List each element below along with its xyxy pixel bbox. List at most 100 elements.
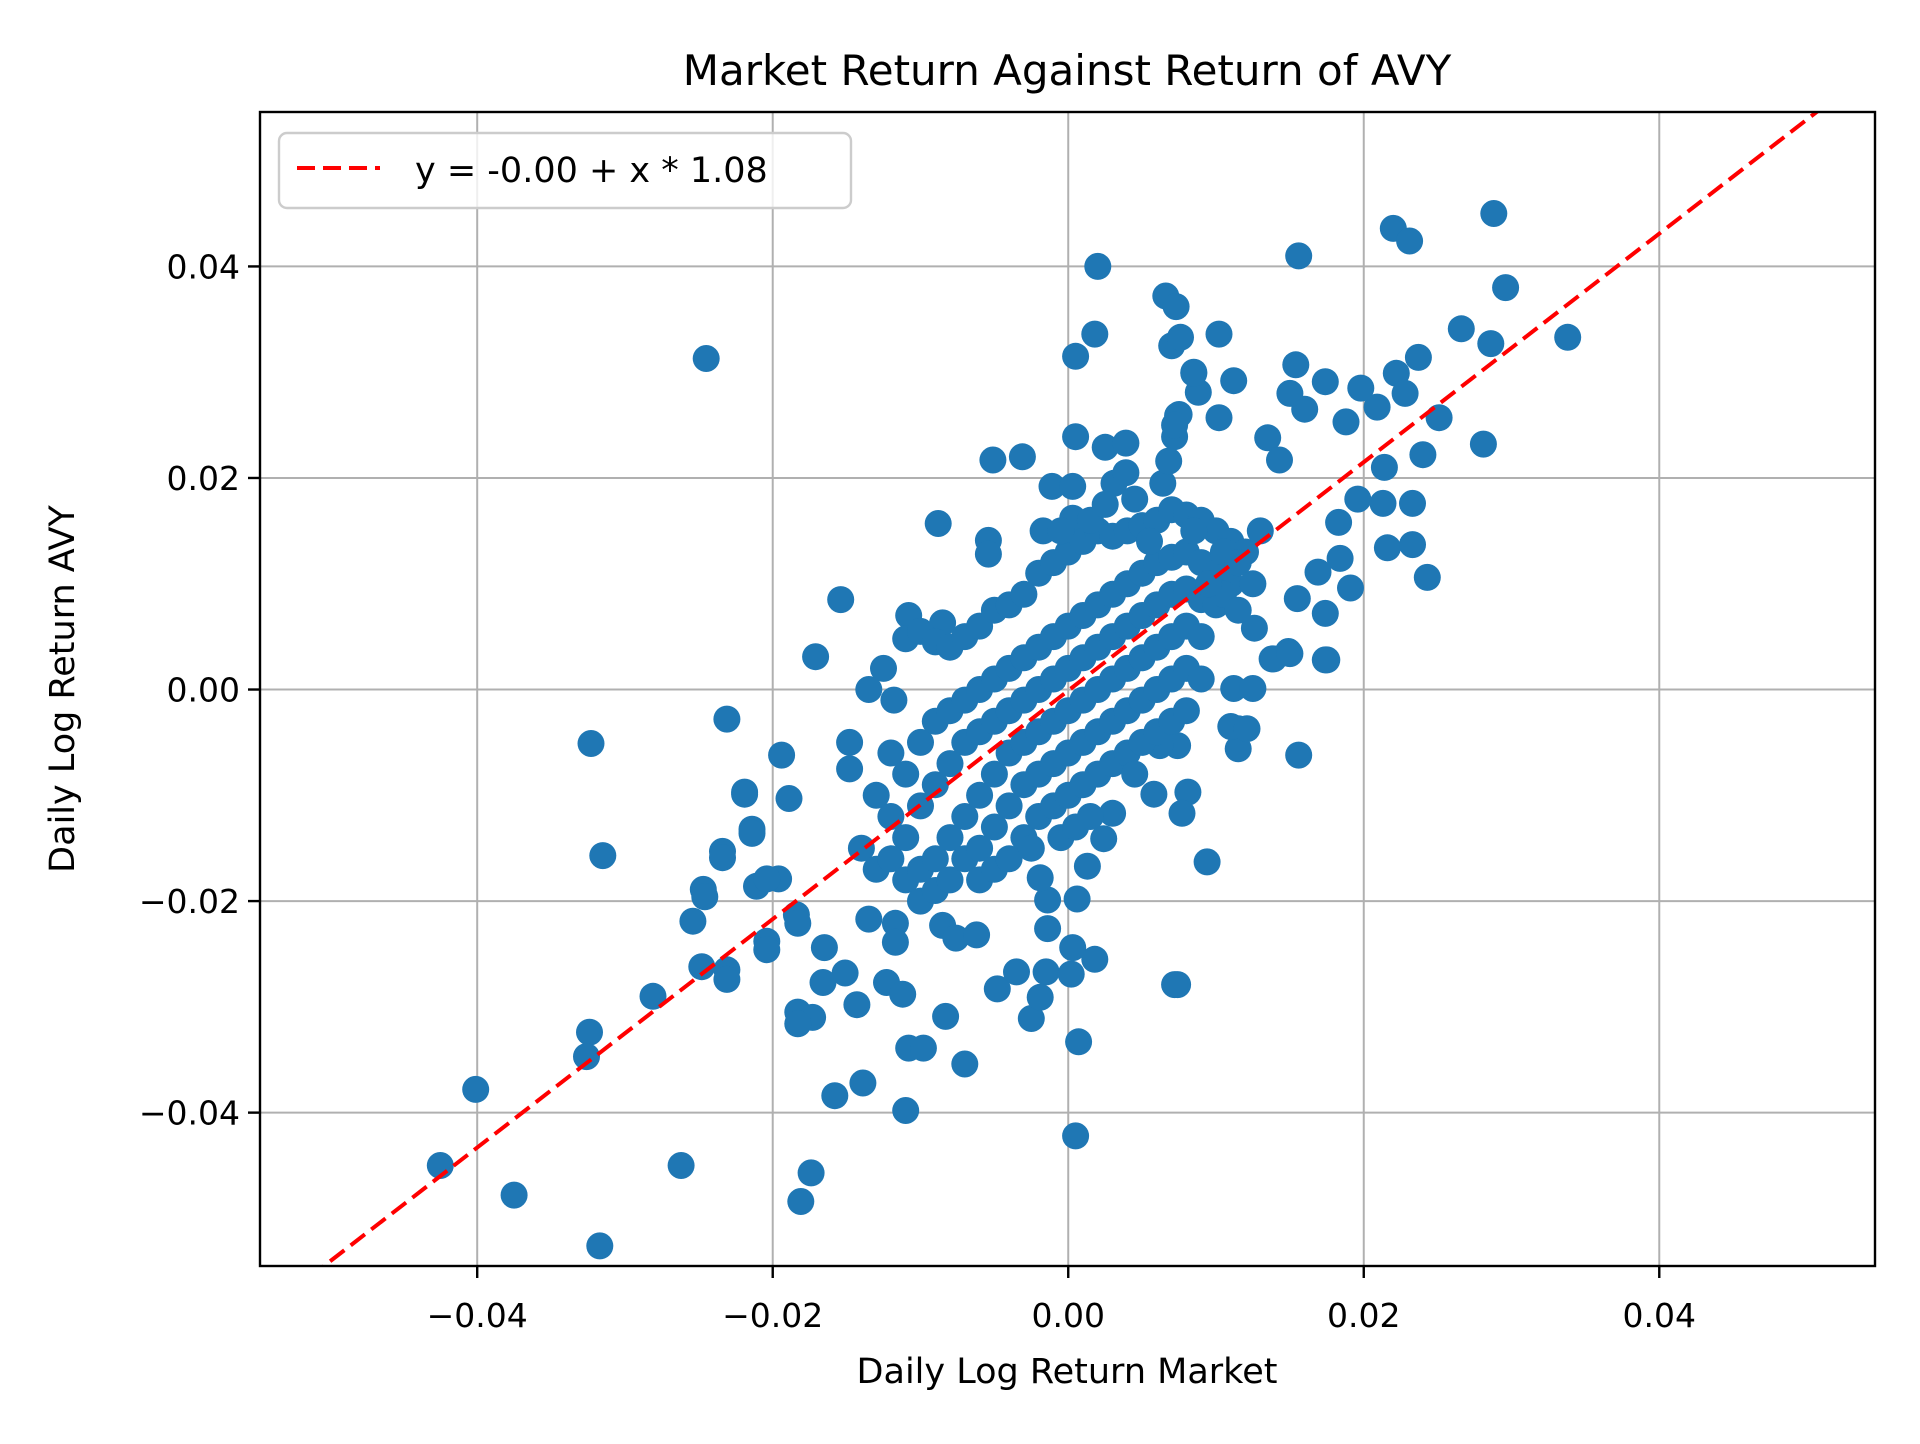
data-point: [1313, 646, 1341, 674]
data-point: [1447, 315, 1475, 343]
data-point: [907, 728, 934, 756]
data-point: [1073, 852, 1101, 880]
data-point: [843, 991, 871, 1019]
data-point: [1480, 200, 1508, 227]
data-point: [1304, 558, 1332, 586]
data-point: [1168, 799, 1196, 827]
data-point: [892, 1097, 920, 1124]
data-point: [855, 676, 883, 703]
y-axis-label: Daily Log Return AVY: [43, 505, 83, 873]
data-point: [963, 921, 991, 949]
data-point: [1399, 489, 1426, 517]
data-point: [1076, 803, 1104, 830]
data-point: [921, 771, 949, 799]
data-point: [462, 1075, 490, 1103]
data-point: [1057, 960, 1085, 988]
data-point: [1155, 447, 1183, 475]
data-point: [932, 1002, 960, 1030]
data-point: [1282, 351, 1310, 379]
data-point: [980, 760, 1008, 788]
data-point: [1017, 834, 1045, 862]
data-point: [1161, 971, 1189, 999]
data-point: [1391, 379, 1419, 407]
data-point: [1325, 508, 1353, 536]
data-point: [1099, 799, 1127, 827]
data-point: [1239, 570, 1267, 598]
data-point: [836, 728, 864, 756]
x-tick-label: −0.04: [427, 1296, 528, 1335]
data-point: [966, 834, 994, 862]
data-point: [1081, 945, 1109, 973]
data-point: [1162, 293, 1190, 321]
data-point: [1112, 459, 1140, 487]
data-point: [1413, 563, 1441, 591]
regression-dashed-line: [320, 112, 1820, 1266]
data-point: [1172, 697, 1200, 725]
data-point: [1059, 934, 1087, 962]
data-point: [784, 1010, 812, 1038]
data-point: [1239, 675, 1267, 702]
y-tick-label: −0.04: [139, 1094, 240, 1133]
data-point: [1008, 443, 1036, 471]
data-point: [877, 845, 905, 873]
data-point: [500, 1181, 528, 1209]
data-point: [1469, 430, 1497, 458]
data-point: [1266, 446, 1293, 474]
data-point: [1062, 423, 1090, 451]
data-point: [921, 845, 949, 873]
data-point: [909, 1034, 937, 1062]
data-point: [974, 540, 1002, 568]
data-point: [1187, 665, 1215, 693]
data-point: [731, 780, 759, 808]
data-point: [1034, 886, 1062, 914]
data-point: [1276, 640, 1304, 668]
data-point: [1492, 274, 1520, 302]
data-point: [577, 730, 605, 757]
data-point: [1034, 915, 1062, 943]
data-point: [831, 959, 859, 987]
regression-line: [320, 112, 1820, 1266]
x-tick-label: 0.04: [1623, 1296, 1696, 1335]
data-point: [753, 936, 781, 964]
data-point: [1059, 472, 1087, 500]
data-point: [1084, 252, 1112, 280]
data-point: [679, 907, 707, 935]
data-point: [797, 1159, 825, 1187]
grid-lines: [260, 112, 1875, 1266]
data-point: [586, 1232, 614, 1260]
data-point: [1062, 1122, 1090, 1150]
data-point: [1026, 864, 1054, 892]
data-point: [1081, 320, 1109, 348]
data-point: [924, 510, 952, 537]
data-point: [784, 909, 812, 937]
data-point: [942, 924, 970, 952]
data-point: [1477, 330, 1505, 358]
data-point: [892, 824, 920, 852]
data-point: [1003, 958, 1030, 986]
data-point: [691, 883, 719, 911]
data-point: [1370, 453, 1398, 481]
data-point: [1363, 393, 1391, 421]
data-point: [1180, 359, 1208, 387]
y-tick-label: 0.04: [167, 247, 240, 286]
data-point: [1326, 544, 1354, 572]
data-point: [1240, 614, 1268, 642]
legend-box: [277, 131, 853, 210]
data-point: [1285, 741, 1313, 769]
data-point: [1140, 780, 1168, 808]
data-point: [821, 1082, 849, 1110]
data-point: [1337, 574, 1364, 602]
data-point: [1161, 411, 1189, 439]
data-point: [692, 345, 720, 372]
data-point: [1276, 379, 1304, 407]
data-point: [589, 842, 617, 870]
data-point: [1220, 367, 1248, 395]
data-point: [1254, 424, 1282, 452]
data-point: [881, 928, 909, 956]
chart-title: Market Return Against Return of AVY: [683, 46, 1452, 95]
y-tick-label: −0.02: [139, 882, 240, 921]
y-tick-label: 0.00: [167, 671, 240, 710]
data-point: [1187, 623, 1215, 651]
data-point: [1167, 323, 1194, 351]
